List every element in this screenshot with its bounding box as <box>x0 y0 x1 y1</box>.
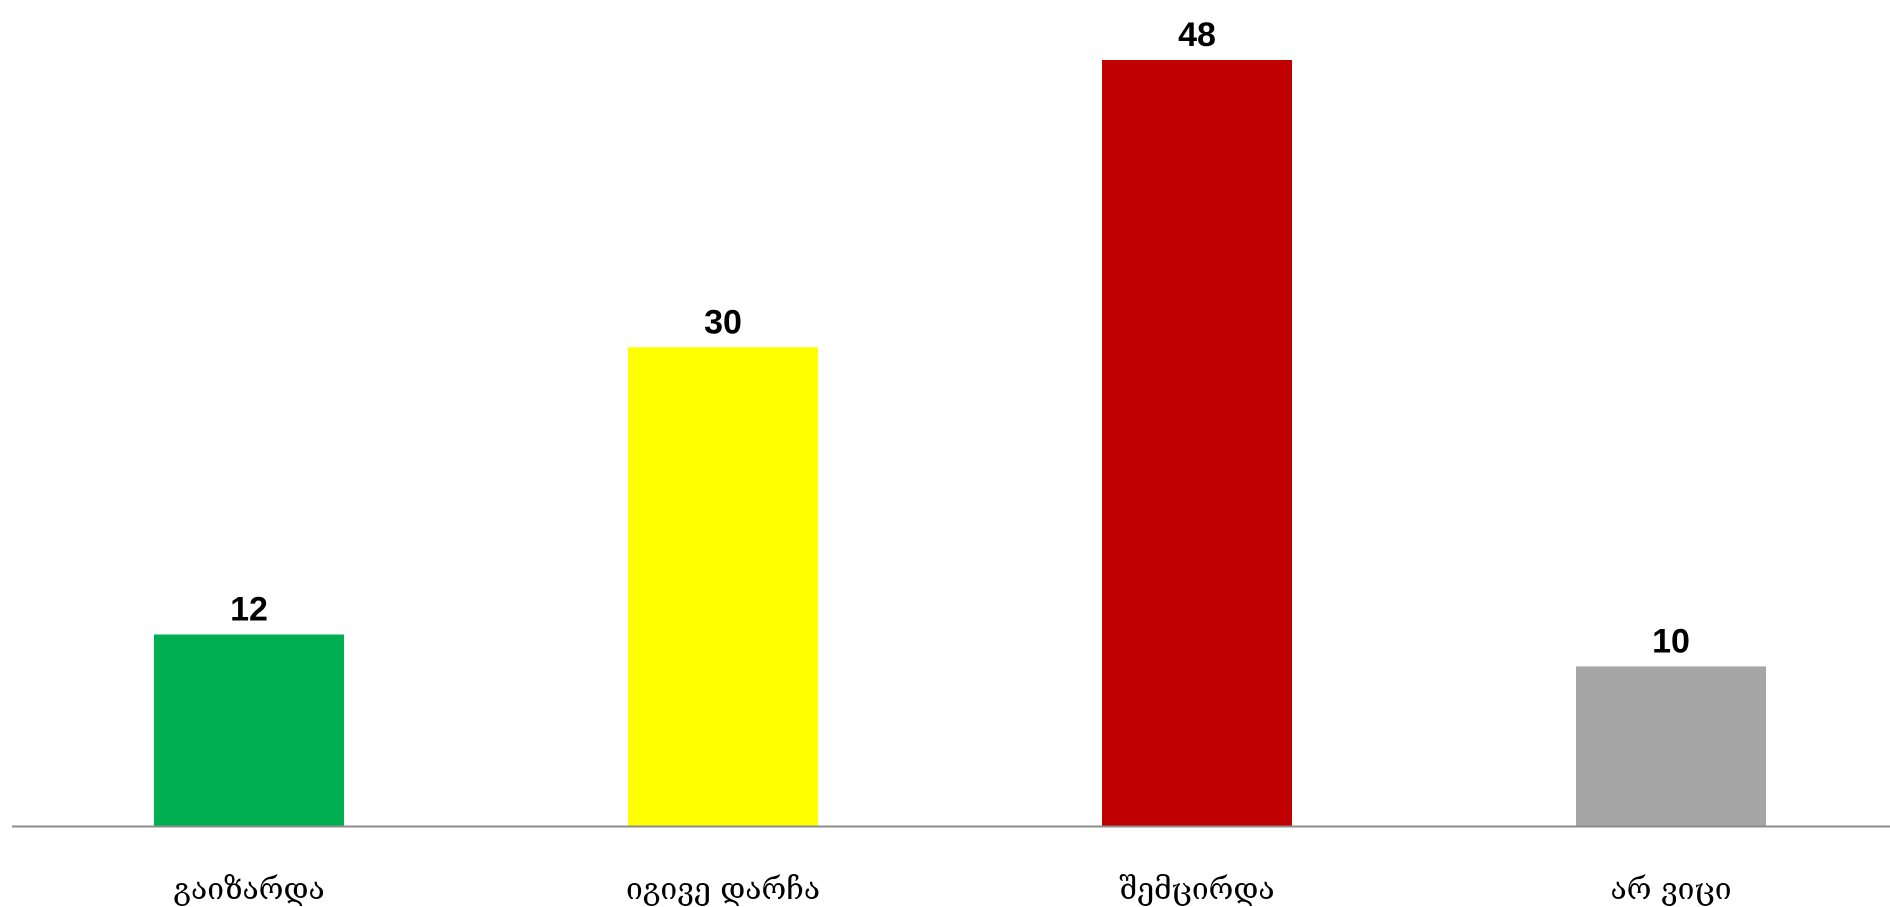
category-label-4: არ ვიცი <box>1610 872 1731 907</box>
data-label-4: 10 <box>1652 622 1690 660</box>
bar-4 <box>1576 666 1766 826</box>
category-label-2: იგივე დარჩა <box>626 872 820 907</box>
category-label-1: გაიზარდა <box>173 872 324 907</box>
category-label-3: შემცირდა <box>1119 872 1274 907</box>
data-label-2: 30 <box>704 303 742 341</box>
bar-1 <box>154 634 344 826</box>
data-label-1: 12 <box>230 591 268 629</box>
data-label-3: 48 <box>1178 16 1216 54</box>
bar-2 <box>628 347 818 826</box>
bar-3 <box>1102 60 1292 826</box>
